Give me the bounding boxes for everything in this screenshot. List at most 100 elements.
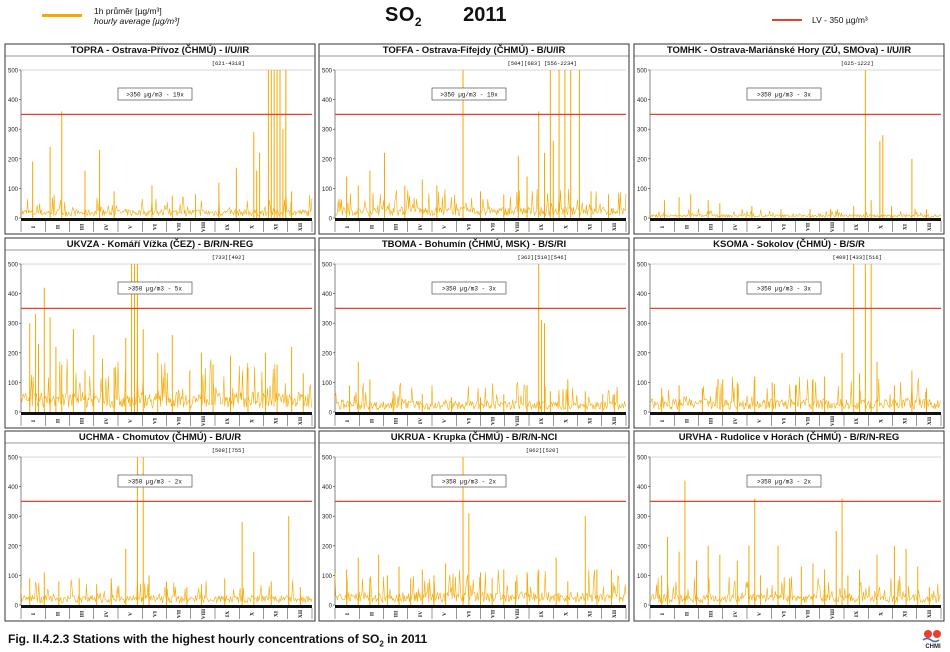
x-tick-label: IX — [539, 224, 545, 230]
x-tick-label: X — [563, 612, 569, 616]
exceedance-box — [431, 474, 507, 488]
x-tick-label: XII — [927, 610, 933, 618]
y-tick-label: 200 — [637, 157, 648, 163]
x-tick-label: I — [345, 613, 351, 615]
x-tick-label: I — [31, 613, 37, 615]
y-tick-label: 500 — [637, 69, 648, 75]
y-tick-label: 500 — [322, 456, 333, 462]
y-tick-label: 300 — [8, 322, 19, 328]
series-legend-cs: 1h průměr [µg/m³] — [94, 6, 162, 16]
x-tick-label: VIII — [201, 222, 207, 232]
y-tick-label: 400 — [322, 292, 333, 298]
y-tick-label: 300 — [8, 128, 19, 134]
y-tick-label: 500 — [637, 263, 648, 269]
x-tick-label: VII — [491, 610, 497, 618]
station-panel-0: TOPRA - Ostrava-Přívoz (ČHMÚ) - I/U/IR 0 1… — [4, 43, 316, 235]
x-tick-label: V — [128, 419, 134, 423]
x-tick-label: I — [660, 613, 666, 615]
x-tick-label: III — [709, 418, 715, 424]
x-tick-label: II — [55, 612, 61, 616]
x-tick-label: III — [394, 611, 400, 617]
series-line — [649, 575, 942, 604]
y-tick-label: 500 — [8, 456, 19, 462]
x-tick-label: VII — [491, 417, 497, 425]
y-tick-label: 0 — [15, 217, 19, 223]
y-tick-label: 100 — [637, 574, 648, 580]
x-tick-label: I — [31, 226, 37, 228]
x-tick-label: VII — [177, 610, 183, 618]
y-tick-label: 400 — [322, 485, 333, 491]
x-tick-label: VIII — [201, 416, 207, 426]
y-tick-label: 200 — [8, 544, 19, 550]
x-tick-label: IV — [104, 418, 110, 424]
x-tick-label: VII — [177, 417, 183, 425]
series-line — [20, 194, 313, 218]
panel-frame — [4, 430, 316, 622]
x-tick-label: XI — [274, 224, 280, 230]
x-tick-label: XI — [588, 224, 594, 230]
x-tick-label: IX — [854, 224, 860, 230]
exceedance-label: >350 µg/m3 - 2x — [128, 479, 182, 486]
x-tick-label: V — [442, 225, 448, 229]
exceedance-label: >350 µg/m3 - 19x — [440, 92, 498, 99]
y-tick-label: 200 — [322, 157, 333, 163]
panel-frame — [318, 237, 630, 429]
y-tick-label: 300 — [637, 515, 648, 521]
y-tick-label: 400 — [8, 485, 19, 491]
chart-grid: TOPRA - Ostrava-Přívoz (ČHMÚ) - I/U/IR 0 1… — [4, 43, 945, 622]
station-panel-8: URVHA - Rudolice v Horách (ČHMÚ) - B/R/N… — [633, 430, 945, 622]
x-tick-label: VI — [152, 611, 158, 617]
x-tick-label: V — [757, 612, 763, 616]
x-tick-label: XII — [927, 223, 933, 231]
x-tick-label: II — [55, 225, 61, 229]
panel-title: UKVZA - Komáří Vížka (ČEZ) - B/R/N-REG — [67, 238, 254, 250]
y-tick-label: 100 — [8, 187, 19, 193]
exceedance-label: >350 µg/m3 - 2x — [757, 479, 811, 486]
exceedance-label: >350 µg/m3 - 2x — [442, 479, 496, 486]
x-tick-label: VI — [466, 418, 472, 424]
y-tick-label: 0 — [15, 604, 19, 610]
x-tick-label: VII — [177, 223, 183, 231]
x-tick-label: IX — [854, 611, 860, 617]
exceedance-box — [117, 87, 193, 101]
x-tick-label: III — [80, 224, 86, 230]
x-tick-label: I — [31, 420, 37, 422]
x-tick-label: V — [757, 419, 763, 423]
x-tick-label: VIII — [515, 222, 521, 232]
x-tick-label: XII — [927, 417, 933, 425]
x-tick-label: IX — [225, 611, 231, 617]
y-tick-label: 500 — [637, 456, 648, 462]
x-axis — [21, 412, 312, 415]
y-tick-label: 300 — [322, 128, 333, 134]
y-tick-label: 100 — [322, 187, 333, 193]
x-tick-label: IV — [733, 418, 739, 424]
panel-title: UCHMA - Chomutov (ČHMÚ) - B/U/R — [79, 431, 241, 443]
station-panel-1: TOFFA - Ostrava-Fifejdy (ČHMÚ) - B/U/IR 0… — [318, 43, 630, 235]
x-tick-label: VI — [466, 224, 472, 230]
x-tick-label: II — [369, 419, 375, 423]
x-tick-label: I — [345, 226, 351, 228]
x-tick-label: II — [55, 419, 61, 423]
overflow-label: [621-4318] — [212, 60, 245, 67]
series-legend-en: hourly average [µg/m³] — [94, 16, 180, 26]
x-axis — [335, 218, 626, 221]
exceedance-box — [431, 281, 507, 295]
x-tick-label: I — [660, 420, 666, 422]
exceedance-box — [117, 474, 193, 488]
x-tick-label: I — [345, 420, 351, 422]
x-tick-label: XI — [903, 611, 909, 617]
x-tick-label: V — [442, 612, 448, 616]
x-tick-label: VII — [806, 223, 812, 231]
overflow-label: [409][433][516] — [832, 254, 882, 261]
y-tick-label: 200 — [8, 351, 19, 357]
x-tick-label: X — [249, 225, 255, 229]
x-tick-label: VIII — [515, 416, 521, 426]
x-tick-label: VI — [466, 611, 472, 617]
y-tick-label: 100 — [8, 574, 19, 580]
y-tick-label: 200 — [637, 351, 648, 357]
x-tick-label: VI — [152, 224, 158, 230]
y-tick-label: 400 — [637, 485, 648, 491]
x-tick-label: X — [878, 419, 884, 423]
station-panel-6: UCHMA - Chomutov (ČHMÚ) - B/U/R 0 100 200 30… — [4, 430, 316, 622]
figure-title: SO2 2011 — [385, 4, 507, 29]
